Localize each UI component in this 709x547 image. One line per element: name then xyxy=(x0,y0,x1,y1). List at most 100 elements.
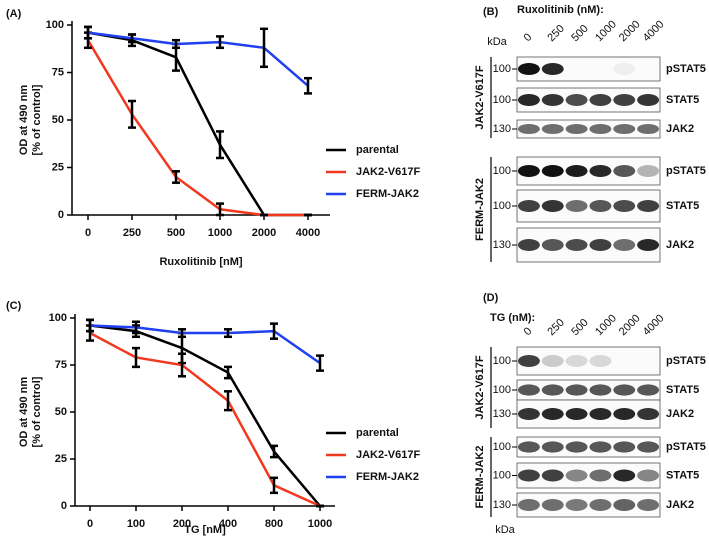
blot-band xyxy=(541,165,564,177)
error-bar xyxy=(86,318,94,333)
marker-size: 100 xyxy=(493,469,511,481)
protein-label: pSTAT5 xyxy=(666,355,706,367)
blot-band xyxy=(517,200,540,212)
blot-strip xyxy=(516,156,661,186)
protein-label: STAT5 xyxy=(666,469,699,481)
blot-title: TG (nM): xyxy=(490,312,535,324)
error-bar xyxy=(224,328,232,339)
series-line xyxy=(87,31,309,87)
blot-strip xyxy=(516,399,661,429)
panel-label: (A) xyxy=(6,8,22,20)
blot-band xyxy=(637,408,660,420)
series-line xyxy=(89,324,321,507)
blot-band xyxy=(517,239,540,251)
blot-band xyxy=(637,239,660,251)
marker-size: 100 xyxy=(493,441,511,453)
lane-label: 2000 xyxy=(617,312,643,338)
blot-band xyxy=(541,63,564,75)
blot-band xyxy=(517,94,540,106)
blot-band xyxy=(565,441,588,453)
error-bar xyxy=(270,322,278,340)
error-bar xyxy=(216,35,224,50)
blot-band xyxy=(517,63,540,75)
lane-label: 4000 xyxy=(641,312,667,338)
blot-band xyxy=(613,469,636,482)
group-label: JAK2-V617F xyxy=(474,65,486,129)
x-tick-label: 4000 xyxy=(296,227,320,239)
x-tick-label: 0 xyxy=(87,518,93,530)
blot-band xyxy=(589,355,612,367)
blot-band xyxy=(517,499,540,511)
panel-label: (C) xyxy=(6,300,22,312)
blot-band xyxy=(517,441,540,453)
protein-label: pSTAT5 xyxy=(666,165,706,177)
blot-band xyxy=(589,469,612,482)
group-label: JAK2-V617F xyxy=(474,355,486,419)
series-line xyxy=(87,31,308,217)
x-tick-label: 250 xyxy=(123,227,141,239)
blot-band xyxy=(517,384,540,396)
blot-band xyxy=(565,239,588,251)
blot-band xyxy=(589,165,612,177)
error-bar xyxy=(128,33,136,44)
blot-band xyxy=(541,499,564,511)
blot-band xyxy=(613,63,636,75)
lane-label: 0 xyxy=(522,31,535,44)
x-tick-label: 1000 xyxy=(308,518,332,530)
error-bar xyxy=(216,130,224,160)
blot-band xyxy=(637,200,660,212)
x-tick-label: 200 xyxy=(173,518,191,530)
y-tick-label: 50 xyxy=(52,114,64,126)
protein-label: JAK2 xyxy=(666,499,694,511)
blot-band xyxy=(517,408,540,420)
blot-band xyxy=(637,94,660,106)
protein-label: JAK2 xyxy=(666,123,694,135)
blot-band xyxy=(565,408,588,420)
error-bar xyxy=(178,352,186,378)
x-tick-label: 500 xyxy=(167,227,185,239)
error-bar xyxy=(224,390,232,412)
legend-label: parental xyxy=(356,427,399,439)
blot-band xyxy=(589,239,612,251)
kda-label: kDa xyxy=(487,36,507,48)
group-label: FERM-JAK2 xyxy=(474,178,486,241)
y-tick-label: 100 xyxy=(49,312,67,324)
y-tick-label: 0 xyxy=(61,500,67,512)
blot-band xyxy=(613,165,636,177)
blot-band xyxy=(541,384,564,396)
blot-band xyxy=(613,441,636,453)
y-tick-label: 75 xyxy=(55,359,67,371)
marker-size: 100 xyxy=(493,165,511,177)
x-axis-label: Ruxolitinib [nM] xyxy=(159,256,242,268)
protein-label: STAT5 xyxy=(666,94,699,106)
protein-label: STAT5 xyxy=(666,200,699,212)
lane-label: 500 xyxy=(569,23,590,44)
blot-strip xyxy=(516,346,661,376)
x-tick-label: 100 xyxy=(127,518,145,530)
blot-strip xyxy=(516,492,661,518)
blot-band xyxy=(589,123,612,135)
marker-size: 100 xyxy=(493,94,511,106)
blot-band xyxy=(517,355,540,367)
blot-strip xyxy=(516,87,661,113)
x-tick-label: 0 xyxy=(85,227,91,239)
kda-label: kDa xyxy=(495,524,515,536)
y-tick-label: 0 xyxy=(58,209,64,221)
blot-band xyxy=(589,94,612,106)
blot-band xyxy=(541,123,564,135)
y-axis-label: OD at 490 nm xyxy=(18,85,30,156)
marker-size: 130 xyxy=(493,408,511,420)
error-bar xyxy=(172,170,180,184)
blot-band xyxy=(589,408,612,420)
error-bar xyxy=(84,25,92,40)
lane-label: 2000 xyxy=(617,18,643,44)
blot-band xyxy=(541,239,564,251)
marker-size: 130 xyxy=(493,123,511,135)
group-label: FERM-JAK2 xyxy=(474,446,486,509)
y-axis-label: OD at 490 nm xyxy=(18,377,30,448)
lane-label: 250 xyxy=(545,23,566,44)
error-bar xyxy=(178,328,186,339)
blot-band xyxy=(613,499,636,511)
blot-band xyxy=(565,499,588,511)
